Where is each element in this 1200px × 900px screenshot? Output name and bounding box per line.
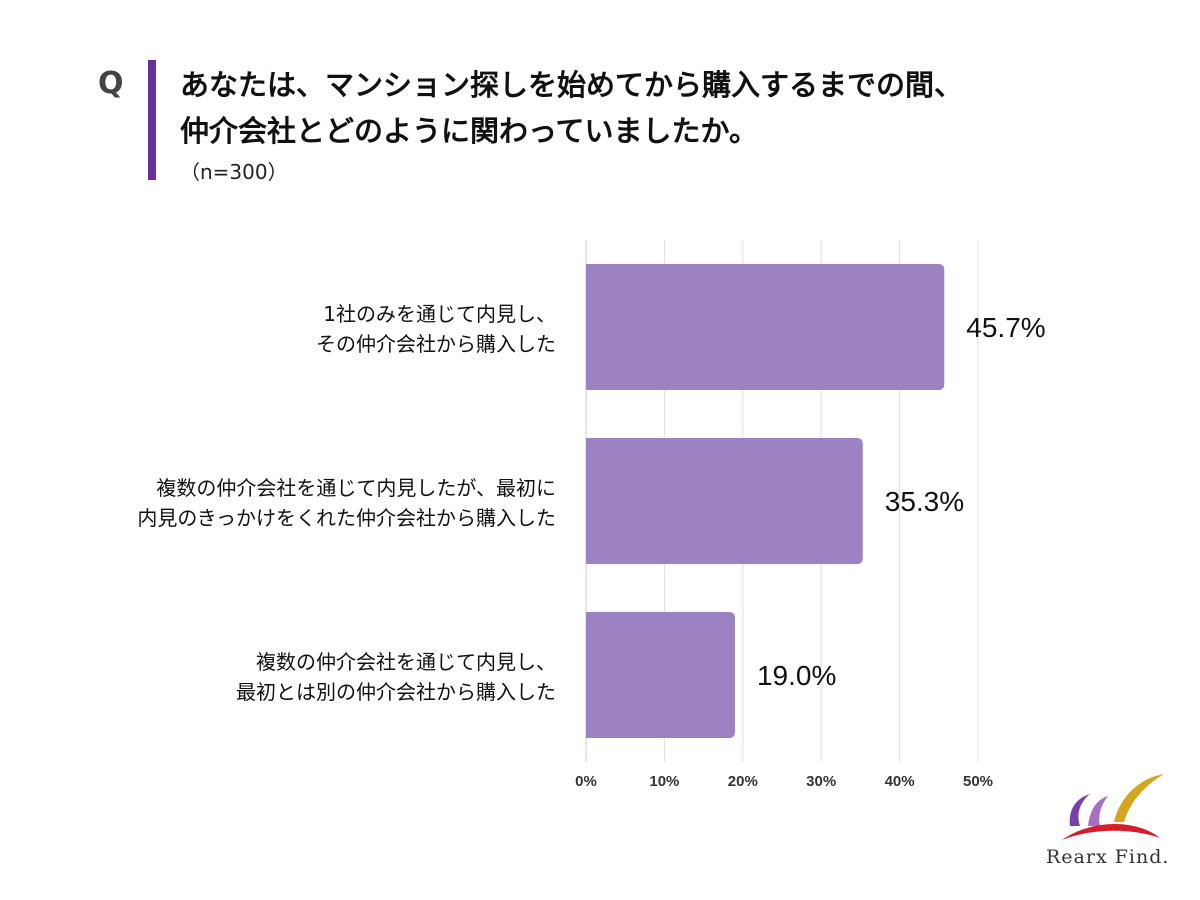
x-tick-label: 0% [575,773,597,790]
rearx-find-logo-icon [1062,774,1164,840]
value-label: 19.0% [757,660,836,691]
category-label: 複数の仲介会社を通じて内見したが、最初に [156,476,556,500]
sample-size: （n=300） [180,160,288,184]
question-title-line-1: あなたは、マンション探しを始めてから購入するまでの間、 [180,68,964,102]
brand-name: Rearx Find. [1046,846,1170,868]
value-label: 45.7% [966,312,1045,343]
bar [586,264,945,390]
question-title: あなたは、マンション探しを始めてから購入するまでの間、 仲介会社とどのように関わ… [180,62,1140,154]
x-tick-label: 10% [649,773,679,790]
bar [586,612,735,738]
category-label: 1社のみを通じて内見し、 [323,302,556,326]
category-label: 複数の仲介会社を通じて内見し、 [256,650,556,674]
x-tick-label: 20% [728,773,758,790]
x-tick-label: 40% [885,773,915,790]
category-label: 内見のきっかけをくれた仲介会社から購入した [137,506,556,530]
value-label: 35.3% [885,486,964,517]
category-label: 最初とは別の仲介会社から購入した [236,680,556,704]
x-tick-label: 30% [806,773,836,790]
question-title-line-2: 仲介会社とどのように関わっていましたか。 [180,114,758,148]
x-tick-label: 50% [963,773,993,790]
question-mark: Q [98,66,124,101]
bar [586,438,863,564]
category-label: その仲介会社から購入した [316,332,556,356]
question-accent-bar [148,60,156,180]
